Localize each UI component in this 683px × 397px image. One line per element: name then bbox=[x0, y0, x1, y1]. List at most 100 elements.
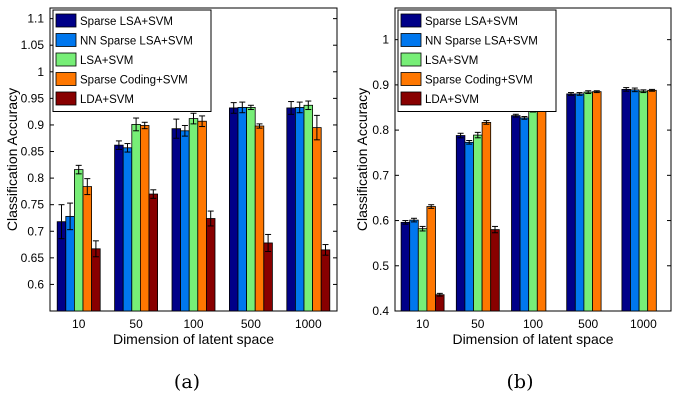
legend-label: Sparse Coding+SVM bbox=[425, 75, 533, 87]
y-tick-label: 0.7 bbox=[372, 168, 389, 182]
x-tick-label: 1000 bbox=[295, 317, 322, 331]
bar bbox=[511, 115, 521, 312]
legend-swatch bbox=[400, 91, 422, 106]
bar bbox=[294, 107, 305, 312]
bar bbox=[228, 107, 239, 312]
x-tick-label: 10 bbox=[416, 317, 430, 331]
y-tick-label: 0.9 bbox=[372, 78, 389, 92]
x-tick-label: 50 bbox=[471, 317, 485, 331]
y-tick-label: 0.6 bbox=[27, 277, 44, 291]
y-tick-label: 1.1 bbox=[27, 12, 44, 26]
bar bbox=[205, 218, 216, 312]
legend-label: Sparse LSA+SVM bbox=[80, 16, 173, 28]
bar bbox=[464, 141, 474, 312]
chart-b: 0.4 0.5 0.6 0.7 0.8 0.9 1 10 50 100 500 1000 Dimensi… bbox=[354, 7, 672, 347]
x-axis-label: Dimension of latent space bbox=[452, 331, 613, 347]
legend-swatch bbox=[55, 91, 77, 106]
bar bbox=[536, 103, 547, 312]
bar bbox=[455, 135, 466, 312]
bar bbox=[263, 242, 273, 312]
legend-swatch bbox=[55, 52, 77, 67]
y-axis-label: Classification Accuracy bbox=[4, 88, 20, 231]
legend-label: NN Sparse LSA+SVM bbox=[80, 36, 193, 48]
legend-box bbox=[397, 9, 557, 112]
legend-label: Sparse LSA+SVM bbox=[425, 16, 518, 28]
bar bbox=[621, 89, 631, 312]
bar bbox=[171, 128, 182, 312]
x-tick-label: 100 bbox=[523, 317, 543, 331]
x-axis-label: Dimension of latent space bbox=[113, 331, 274, 347]
bar bbox=[74, 169, 84, 312]
bar bbox=[320, 249, 331, 312]
bar bbox=[246, 107, 256, 312]
bar bbox=[417, 228, 428, 312]
caption-b: (b) bbox=[507, 371, 534, 393]
bar bbox=[254, 125, 265, 312]
y-tick-label: 1 bbox=[382, 33, 389, 47]
y-tick-label: 0.8 bbox=[372, 123, 389, 137]
bar bbox=[566, 93, 576, 312]
bar bbox=[630, 89, 640, 312]
bar bbox=[400, 221, 411, 312]
legend-swatch bbox=[400, 13, 422, 28]
bar bbox=[574, 93, 585, 312]
bar bbox=[188, 118, 199, 312]
legend: Sparse LSA+SVM NN Sparse LSA+SVM LSA+SVM Sp… bbox=[397, 9, 557, 112]
y-tick-label: 0.85 bbox=[21, 145, 45, 159]
legend-swatch bbox=[400, 72, 422, 86]
bar bbox=[519, 117, 530, 312]
legend-swatch bbox=[55, 72, 77, 86]
legend-box bbox=[52, 9, 212, 112]
legend-label: LDA+SVM bbox=[425, 94, 479, 106]
y-tick-label: 0.8 bbox=[27, 171, 44, 185]
y-tick-label: 0.4 bbox=[372, 304, 389, 318]
bar bbox=[65, 215, 75, 312]
x-tick-label: 100 bbox=[183, 317, 203, 331]
bar bbox=[131, 124, 141, 312]
y-tick-label: 0.7 bbox=[27, 224, 44, 238]
legend-label: LSA+SVM bbox=[425, 55, 478, 67]
bar bbox=[490, 229, 500, 312]
legend: Sparse LSA+SVM NN Sparse LSA+SVM LSA+SVM Sp… bbox=[52, 9, 212, 112]
x-tick-label: 10 bbox=[72, 317, 86, 331]
bar bbox=[528, 109, 538, 312]
caption-a: (a) bbox=[174, 371, 200, 393]
bar bbox=[286, 107, 296, 312]
y-tick-label: 0.6 bbox=[372, 214, 389, 228]
legend-label: LSA+SVM bbox=[80, 55, 133, 67]
bar bbox=[435, 294, 445, 312]
legend-label: LDA+SVM bbox=[80, 94, 134, 106]
bar bbox=[592, 91, 602, 312]
bar bbox=[237, 107, 248, 312]
bar bbox=[638, 90, 649, 312]
chart-a: 0.6 0.65 0.7 0.75 0.8 0.85 0.9 0.95 1 1.05 1.1 10 50… bbox=[4, 7, 338, 347]
bar bbox=[91, 248, 101, 312]
y-tick-label: 1 bbox=[37, 65, 44, 79]
legend-swatch bbox=[400, 52, 422, 67]
bar bbox=[114, 144, 124, 312]
y-tick-label: 0.5 bbox=[372, 259, 389, 273]
y-tick-label: 0.75 bbox=[21, 198, 45, 212]
bar bbox=[312, 127, 322, 312]
y-tick-label: 0.9 bbox=[27, 118, 44, 132]
x-tick-label: 50 bbox=[129, 317, 143, 331]
legend-swatch bbox=[400, 33, 422, 47]
bar bbox=[122, 147, 133, 312]
bar bbox=[647, 89, 657, 312]
bar bbox=[197, 120, 207, 312]
y-axis-label: Classification Accuracy bbox=[354, 88, 370, 231]
y-tick-label: 1.05 bbox=[21, 38, 45, 52]
bar bbox=[139, 125, 150, 312]
bar bbox=[473, 134, 483, 312]
x-tick-label: 1000 bbox=[630, 317, 657, 331]
legend-swatch bbox=[55, 13, 77, 28]
bar bbox=[481, 122, 492, 312]
bar bbox=[426, 206, 436, 312]
legend-label: NN Sparse LSA+SVM bbox=[425, 36, 538, 48]
bar bbox=[148, 193, 159, 312]
legend-label: Sparse Coding+SVM bbox=[80, 75, 188, 87]
x-tick-label: 500 bbox=[241, 317, 261, 331]
bar bbox=[303, 104, 314, 312]
bar bbox=[82, 186, 93, 312]
